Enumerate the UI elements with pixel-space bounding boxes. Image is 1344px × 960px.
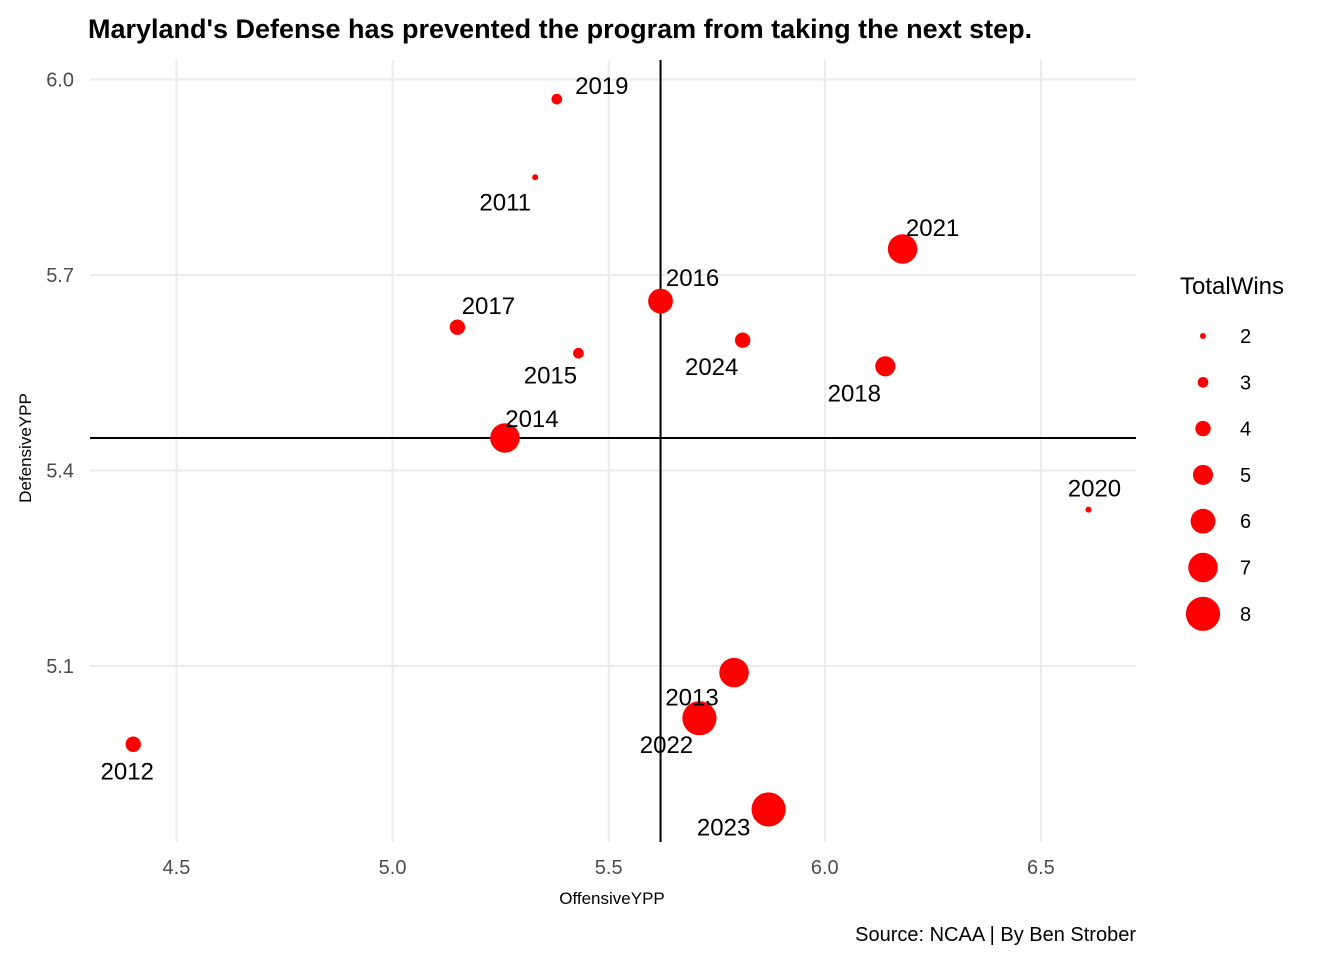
legend-label-5: 5 <box>1240 465 1251 487</box>
y-axis-label: DefensiveYPP <box>16 393 35 503</box>
legend: TotalWins 2 3 4 5 6 7 8 <box>1180 273 1284 631</box>
point-label-2017: 2017 <box>462 293 515 320</box>
data-point-2021 <box>887 234 918 264</box>
point-label-2019: 2019 <box>575 73 628 100</box>
legend-label-4: 4 <box>1240 419 1251 441</box>
legend-key-4 <box>1195 420 1211 437</box>
data-point-2011 <box>532 174 539 181</box>
legend-label-3: 3 <box>1240 372 1251 394</box>
data-point-2020 <box>1085 506 1092 513</box>
legend-key-2 <box>1200 333 1206 339</box>
point-label-2011: 2011 <box>479 189 531 216</box>
point-label-2012: 2012 <box>101 758 154 785</box>
legend-title: TotalWins <box>1180 273 1284 300</box>
data-point-2012 <box>125 736 141 752</box>
data-point-2014 <box>490 423 520 453</box>
chart-title: Maryland's Defense has prevented the pro… <box>88 14 1032 44</box>
legend-key-8 <box>1185 596 1221 631</box>
data-point-2022 <box>682 701 717 736</box>
x-tick-label: 5.0 <box>379 857 407 879</box>
data-point-2016 <box>648 288 673 314</box>
legend-label-7: 7 <box>1240 558 1251 580</box>
point-label-2013: 2013 <box>665 685 718 712</box>
point-label-2020: 2020 <box>1068 476 1121 503</box>
x-tick-label: 6.5 <box>1027 857 1055 879</box>
legend-label-8: 8 <box>1240 604 1251 626</box>
point-label-2014: 2014 <box>505 406 558 433</box>
legend-label-2: 2 <box>1240 326 1251 348</box>
data-point-2024 <box>734 332 751 348</box>
point-label-2021: 2021 <box>906 215 959 242</box>
point-label-2022: 2022 <box>640 732 693 759</box>
data-point-2013 <box>719 657 749 688</box>
axis-ticks: 4.5 5.0 5.5 6.0 6.5 5.1 5.4 5.7 6.0 <box>46 70 1055 879</box>
x-tick-label: 5.5 <box>595 857 623 879</box>
data-point-2017 <box>449 319 466 335</box>
y-tick-label: 5.1 <box>46 656 74 678</box>
x-tick-label: 6.0 <box>811 857 839 879</box>
data-point-2019 <box>551 93 563 105</box>
legend-key-7 <box>1188 552 1218 583</box>
point-label-2015: 2015 <box>524 362 577 389</box>
y-tick-label: 6.0 <box>46 70 74 92</box>
gridlines <box>90 60 1136 842</box>
legend-label-6: 6 <box>1240 511 1251 533</box>
point-labels: 2011 2012 2013 2014 2015 2016 2017 2018 2019 2020… <box>101 73 1122 841</box>
data-point-2018 <box>875 356 896 377</box>
legend-key-6 <box>1190 508 1216 534</box>
x-axis-label: OffensiveYPP <box>559 889 665 908</box>
y-tick-label: 5.4 <box>46 461 74 483</box>
legend-key-3 <box>1197 376 1209 388</box>
chart-caption: Source: NCAA | By Ben Strober <box>855 924 1136 946</box>
point-label-2018: 2018 <box>828 380 881 407</box>
data-point-2023 <box>751 792 786 827</box>
reference-lines <box>90 60 1136 842</box>
legend-key-5 <box>1192 464 1214 485</box>
data-points <box>125 93 1092 827</box>
data-point-2015 <box>573 347 584 359</box>
point-label-2023: 2023 <box>697 814 750 841</box>
point-label-2016: 2016 <box>666 265 719 292</box>
point-label-2024: 2024 <box>685 354 738 381</box>
x-tick-label: 4.5 <box>163 857 191 879</box>
y-tick-label: 5.7 <box>46 265 74 287</box>
